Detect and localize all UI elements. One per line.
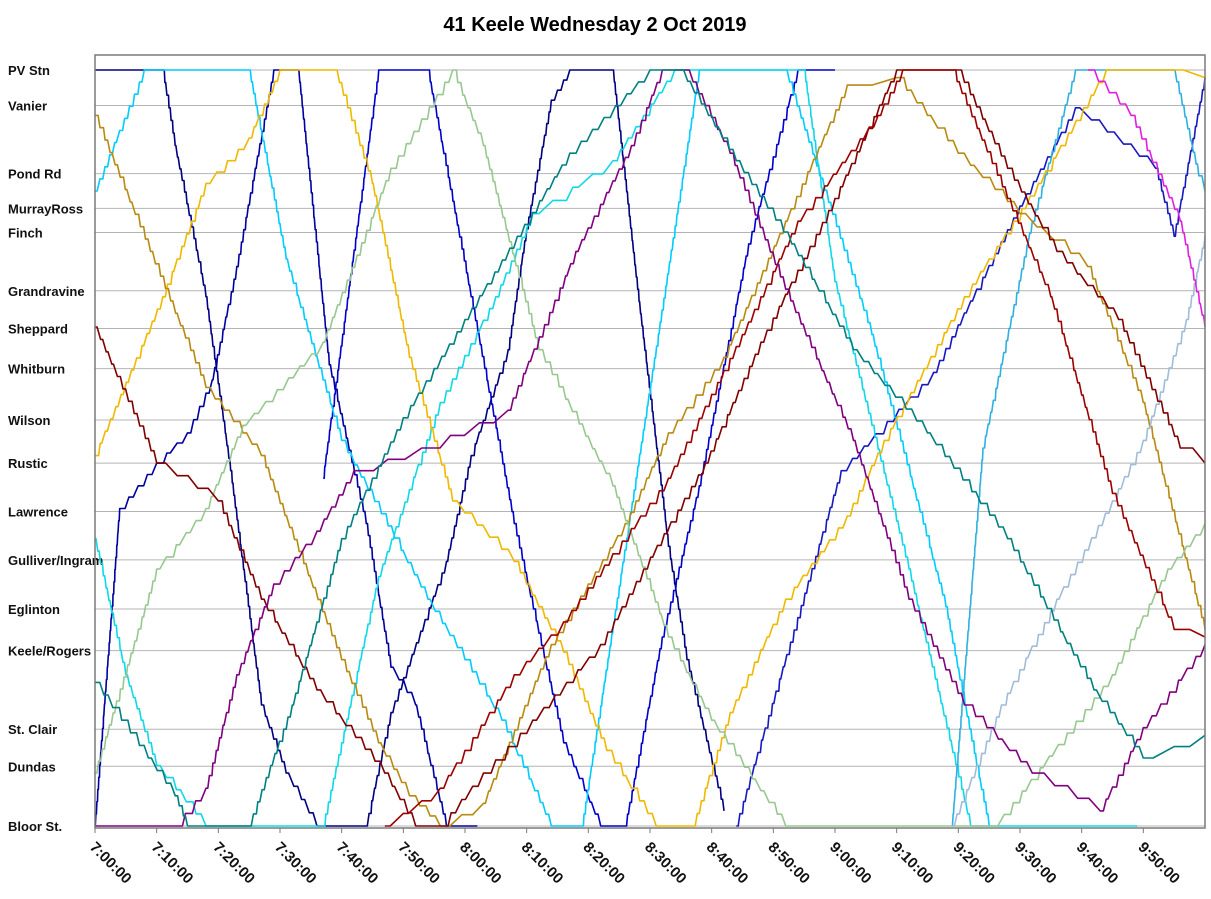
x-tick-label: 7:30:00 bbox=[271, 839, 320, 888]
series-line-6 bbox=[951, 69, 1206, 827]
stop-label-grandravine: Grandravine bbox=[8, 284, 85, 299]
x-tick-label: 7:00:00 bbox=[86, 839, 135, 888]
stop-label-lawrence: Lawrence bbox=[8, 505, 68, 520]
series-line-1 bbox=[95, 69, 725, 827]
series-line-10 bbox=[952, 236, 1206, 827]
stop-label-gulliver-ingram: Gulliver/Ingram bbox=[8, 553, 103, 568]
series-line-0 bbox=[94, 69, 478, 827]
stop-label-pond-rd: Pond Rd bbox=[8, 167, 61, 182]
x-tick-label: 7:20:00 bbox=[210, 839, 259, 888]
stop-label-eglinton: Eglinton bbox=[8, 602, 60, 617]
series-line-3 bbox=[736, 77, 1206, 827]
stop-label-sheppard: Sheppard bbox=[8, 322, 68, 337]
stop-label-rustic: Rustic bbox=[8, 456, 48, 471]
x-tick-label: 8:00:00 bbox=[456, 839, 505, 888]
x-tick-label: 9:50:00 bbox=[1135, 839, 1184, 888]
series-line-14 bbox=[1087, 69, 1206, 328]
series-line-8 bbox=[95, 76, 1206, 827]
series-line-7 bbox=[95, 69, 1206, 827]
x-tick-labels: 7:00:00 7:10:00 7:20:00 7:30:00 7:40:00 7:50:… bbox=[86, 828, 1183, 887]
chart-title: 41 Keele Wednesday 2 Oct 2019 bbox=[443, 14, 747, 36]
x-tick-label: 8:30:00 bbox=[641, 839, 690, 888]
x-tick-label: 9:00:00 bbox=[826, 839, 875, 888]
plot-frame bbox=[94, 54, 1206, 829]
x-tick-label: 8:10:00 bbox=[518, 839, 567, 888]
series-layer bbox=[94, 69, 1206, 827]
x-tick-label: 9:30:00 bbox=[1011, 839, 1060, 888]
x-tick-label: 7:40:00 bbox=[333, 839, 382, 888]
x-tick-label: 9:10:00 bbox=[888, 839, 937, 888]
series-line-15 bbox=[95, 69, 1206, 827]
stop-label-murrayross: MurrayRoss bbox=[8, 201, 83, 216]
stop-label-whitburn: Whitburn bbox=[8, 362, 65, 377]
series-line-2 bbox=[323, 69, 835, 827]
stop-labels: PV Stn Vanier Pond Rd MurrayRoss Finch Grandr… bbox=[8, 63, 103, 834]
stop-label-vanier: Vanier bbox=[8, 99, 47, 114]
series-line-13 bbox=[95, 69, 1206, 827]
x-tick-label: 9:40:00 bbox=[1073, 839, 1122, 888]
stop-label-bloor-st: Bloor St. bbox=[8, 819, 62, 834]
stop-label-wilson: Wilson bbox=[8, 413, 51, 428]
x-tick-label: 7:50:00 bbox=[395, 839, 444, 888]
x-tick-label: 7:10:00 bbox=[148, 839, 197, 888]
series-line-9 bbox=[95, 69, 1206, 827]
stop-label-finch: Finch bbox=[8, 226, 43, 241]
stop-label-keele-rogers: Keele/Rogers bbox=[8, 644, 91, 659]
stop-label-dundas: Dundas bbox=[8, 759, 56, 774]
series-line-5 bbox=[95, 69, 1138, 827]
x-tick-label: 8:40:00 bbox=[703, 839, 752, 888]
x-tick-label: 9:20:00 bbox=[950, 839, 999, 888]
stop-label-st-clair: St. Clair bbox=[8, 722, 57, 737]
series-line-12 bbox=[384, 69, 1206, 827]
stop-label-pv-stn: PV Stn bbox=[8, 63, 50, 78]
x-tick-label: 8:20:00 bbox=[580, 839, 629, 888]
x-tick-label: 8:50:00 bbox=[765, 839, 814, 888]
